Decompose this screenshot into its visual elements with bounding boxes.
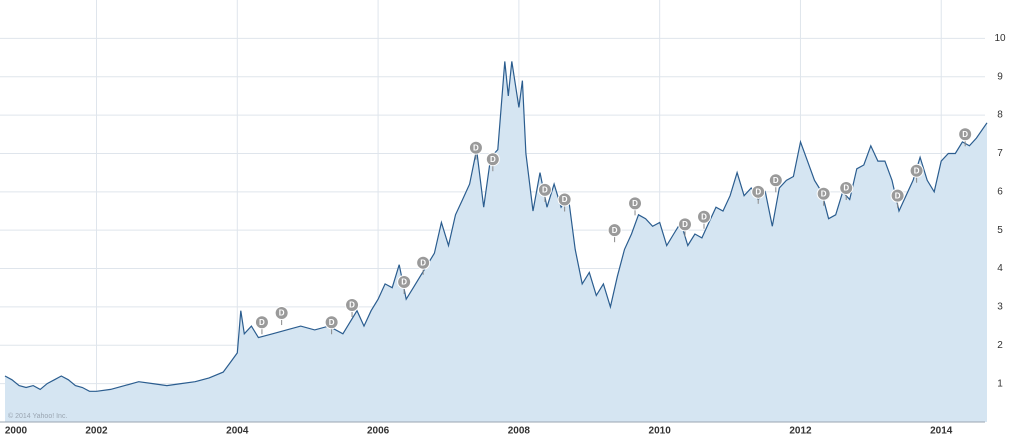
- y-tick-label: 3: [997, 302, 1003, 313]
- marker-label: D: [682, 220, 688, 229]
- y-tick-label: 10: [994, 33, 1006, 44]
- x-tick-label: 2014: [930, 426, 953, 437]
- dividend-marker: [678, 217, 693, 232]
- dividend-marker: [397, 274, 412, 289]
- y-tick-label: 8: [997, 110, 1003, 121]
- x-tick-label: 2002: [85, 426, 108, 437]
- x-tick-label: 2004: [226, 426, 249, 437]
- dividend-marker: [890, 188, 905, 203]
- dividend-marker: [254, 315, 269, 330]
- marker-label: D: [755, 187, 761, 196]
- marker-label: D: [895, 191, 901, 200]
- marker-label: D: [490, 155, 496, 164]
- dividend-marker: [416, 255, 431, 270]
- marker-label: D: [612, 226, 618, 235]
- marker-label: D: [279, 309, 285, 318]
- y-tick-label: 7: [997, 148, 1003, 159]
- dividend-marker: [324, 315, 339, 330]
- dividend-marker: [909, 163, 924, 178]
- y-tick-label: 2: [997, 340, 1003, 351]
- y-tick-label: 6: [997, 186, 1003, 197]
- dividend-marker: [485, 152, 500, 167]
- dividend-marker: [274, 306, 289, 321]
- marker-label: D: [349, 301, 355, 310]
- x-tick-label: 2000: [5, 426, 28, 437]
- dividend-marker: [816, 186, 831, 201]
- dividend-marker: [537, 182, 552, 197]
- y-tick-label: 4: [997, 263, 1003, 274]
- marker-label: D: [843, 184, 849, 193]
- area-fill: [5, 61, 987, 423]
- dividend-marker: [839, 180, 854, 195]
- dividend-marker: [345, 297, 360, 312]
- dividend-marker: [958, 127, 973, 142]
- x-tick-label: 2008: [508, 426, 531, 437]
- y-tick-label: 1: [997, 378, 1003, 389]
- x-tick-label: 2010: [649, 426, 672, 437]
- dividend-marker: [628, 196, 643, 211]
- dividend-marker: [557, 192, 572, 207]
- price-line: [4, 61, 988, 392]
- dividend-marker: [768, 173, 783, 188]
- marker-label: D: [701, 212, 707, 221]
- marker-label: D: [914, 166, 920, 175]
- marker-label: D: [821, 189, 827, 198]
- credit: © 2014 Yahoo! Inc.: [8, 412, 67, 420]
- marker-label: D: [562, 195, 568, 204]
- marker-label: D: [473, 143, 479, 152]
- dividend-marker: [607, 223, 622, 238]
- marker-label: D: [773, 176, 779, 185]
- y-tick-label: 5: [997, 225, 1003, 236]
- dividend-marker: [697, 209, 712, 224]
- x-tick-label: 2012: [789, 426, 812, 437]
- marker-label: D: [420, 258, 426, 267]
- marker-label: D: [632, 199, 638, 208]
- dividend-marker: [468, 140, 483, 155]
- marker-label: D: [259, 318, 265, 327]
- marker-label: D: [401, 278, 407, 287]
- marker-label: D: [329, 318, 335, 327]
- dividend-marker: [751, 184, 766, 199]
- marker-label: D: [962, 130, 968, 139]
- y-tick-label: 9: [997, 71, 1003, 82]
- x-tick-label: 2006: [367, 426, 390, 437]
- marker-label: D: [542, 186, 548, 195]
